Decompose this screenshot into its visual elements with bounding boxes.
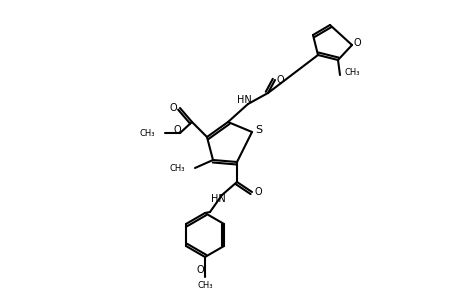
Text: O: O (169, 103, 176, 113)
Text: HN: HN (210, 194, 225, 204)
Text: O: O (196, 265, 203, 275)
Text: S: S (255, 125, 262, 135)
Text: O: O (353, 38, 360, 48)
Text: O: O (254, 187, 261, 197)
Text: O: O (275, 75, 283, 85)
Text: CH₃: CH₃ (197, 280, 212, 290)
Text: O: O (173, 125, 180, 135)
Text: CH₃: CH₃ (169, 164, 185, 172)
Text: CH₃: CH₃ (344, 68, 360, 76)
Text: CH₃: CH₃ (139, 128, 155, 137)
Text: HN: HN (236, 95, 251, 105)
